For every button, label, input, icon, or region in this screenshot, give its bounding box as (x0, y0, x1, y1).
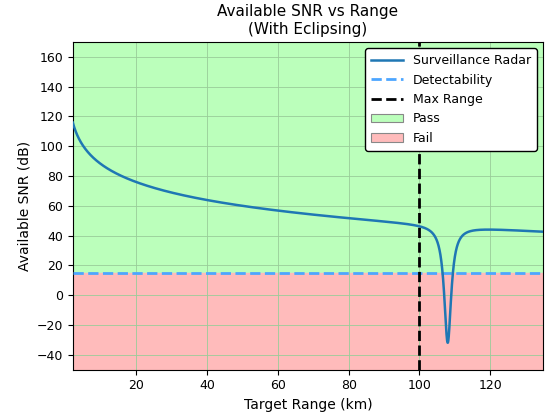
Detectability (62, 270, 69, 276)
Max Range (416, 291, 423, 296)
Surveillance Radar (444, 340, 451, 345)
Line: Surveillance Radar: Surveillance Radar (73, 123, 543, 343)
Surveillance Radar (69, 120, 76, 125)
Surveillance Radar (97, 162, 104, 167)
Surveillance Radar (72, 127, 78, 132)
Surveillance Radar (162, 189, 169, 194)
Surveillance Radar (300, 211, 306, 216)
Surveillance Radar (89, 154, 96, 159)
Bar (73, 42, 543, 273)
X-axis label: Target Range (km): Target Range (km) (244, 398, 372, 412)
Legend: Surveillance Radar, Detectability, Max Range, Pass, Fail: Surveillance Radar, Detectability, Max R… (365, 48, 537, 151)
Surveillance Radar (515, 228, 522, 233)
Title: Available SNR vs Range
(With Eclipsing): Available SNR vs Range (With Eclipsing) (217, 4, 399, 37)
Detectability (66, 270, 73, 276)
Max Range (416, 293, 423, 298)
Y-axis label: Available SNR (dB): Available SNR (dB) (17, 141, 31, 271)
Surveillance Radar (540, 229, 547, 234)
Bar (73, 273, 543, 370)
